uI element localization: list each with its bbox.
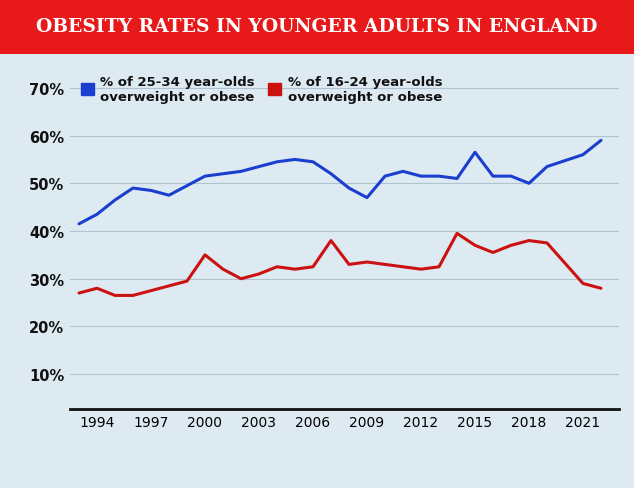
Legend: % of 25-34 year-olds
overweight or obese, % of 16-24 year-olds
overweight or obe: % of 25-34 year-olds overweight or obese… — [77, 71, 446, 107]
Text: OBESITY RATES IN YOUNGER ADULTS IN ENGLAND: OBESITY RATES IN YOUNGER ADULTS IN ENGLA… — [36, 19, 598, 37]
